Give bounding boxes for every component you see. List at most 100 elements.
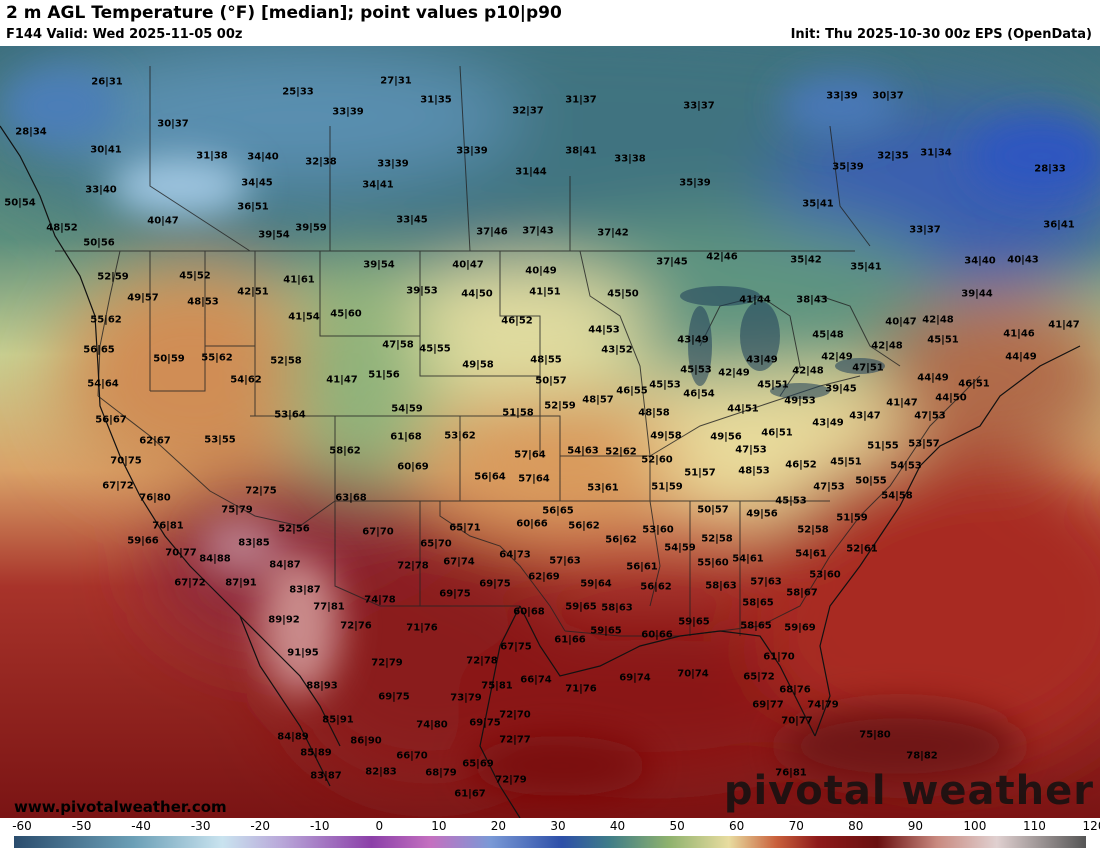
point-value: 61|68 [390,431,422,443]
point-value: 72|78 [466,655,498,667]
point-value: 44|49 [917,372,949,384]
point-value: 42|46 [706,251,738,263]
point-value: 56|65 [83,344,115,356]
point-value: 59|64 [580,578,612,590]
point-value: 54|58 [881,490,913,502]
point-value: 39|59 [295,222,327,234]
point-value: 33|37 [909,224,941,236]
point-value: 54|53 [890,460,922,472]
point-value: 62|69 [528,571,560,583]
point-value: 49|56 [710,431,742,443]
colorbar-tick: 80 [848,819,864,833]
point-value: 51|56 [368,369,400,381]
point-value: 52|60 [641,454,673,466]
point-value: 44|50 [461,288,493,300]
point-value: 56|62 [605,534,637,546]
point-value: 58|65 [742,597,774,609]
point-value: 51|55 [867,440,899,452]
point-value: 54|61 [732,553,764,565]
point-value: 52|62 [605,446,637,458]
point-value: 46|52 [785,459,817,471]
colorbar-tick: 110 [1022,819,1046,833]
point-value: 60|69 [397,461,429,473]
temperature-map[interactable]: 26|31 25|33 27|31 31|35 32|37 31|37 33|37 33|39… [0,46,1100,818]
point-value: 42|49 [718,367,750,379]
point-value: 91|95 [287,647,319,659]
point-value: 82|83 [365,766,397,778]
point-value: 42|49 [821,351,853,363]
point-value: 42|48 [922,314,954,326]
point-value: 47|53 [914,410,946,422]
point-value: 34|40 [964,255,996,267]
point-value: 31|38 [196,150,228,162]
point-value: 49|56 [746,508,778,520]
point-value: 58|63 [601,602,633,614]
point-value: 66|74 [520,674,552,686]
point-value: 33|39 [456,145,488,157]
point-value: 32|37 [512,105,544,117]
point-value: 50|59 [153,353,185,365]
point-value: 53|60 [809,569,841,581]
point-value: 47|53 [735,444,767,456]
point-value: 50|54 [4,197,36,209]
point-value: 27|31 [380,75,412,87]
point-value: 68|79 [425,767,457,779]
point-value: 34|41 [362,179,394,191]
point-value: 33|45 [396,214,428,226]
point-value: 43|52 [601,344,633,356]
point-value: 44|49 [1005,351,1037,363]
point-value: 55|60 [697,557,729,569]
point-value: 38|41 [565,145,597,157]
point-value: 43|47 [849,410,881,422]
point-value: 60|66 [516,518,548,530]
point-value: 53|61 [587,482,619,494]
point-value: 37|46 [476,226,508,238]
colorbar: -60 -50 -40 -30 -20 -10 0 10 20 30 40 50 60 70 80 90 100… [0,818,1100,850]
point-value: 32|38 [305,156,337,168]
point-value: 57|64 [514,449,546,461]
website-url: www.pivotalweather.com [14,798,227,816]
point-value: 25|33 [282,86,314,98]
point-value: 74|79 [807,699,839,711]
point-value: 58|67 [786,587,818,599]
point-value: 48|55 [530,354,562,366]
point-value: 84|88 [199,553,231,565]
point-value: 41|46 [1003,328,1035,340]
colorbar-tick: 120 [1082,819,1100,833]
colorbar-tick: 60 [729,819,745,833]
point-value: 59|65 [590,625,622,637]
point-value: 56|61 [626,561,658,573]
init-time: Init: Thu 2025-10-30 00z EPS (OpenData) [790,27,1092,42]
point-value: 70|75 [110,455,142,467]
point-value: 33|38 [614,153,646,165]
colorbar-tick: 20 [490,819,507,833]
point-value: 54|64 [87,378,119,390]
point-value: 37|43 [522,225,554,237]
point-value: 67|72 [174,577,206,589]
colorbar-tick: 90 [907,819,923,833]
colorbar-tick: 100 [963,819,987,833]
point-value: 54|62 [230,374,262,386]
point-value: 83|87 [310,770,342,782]
point-value: 71|76 [406,622,438,634]
point-value: 76|80 [139,492,171,504]
point-value: 69|75 [469,717,501,729]
point-value: 84|87 [269,559,301,571]
point-value: 55|62 [201,352,233,364]
point-value: 50|57 [697,504,729,516]
point-value: 48|58 [638,407,670,419]
point-value: 45|52 [179,270,211,282]
point-value: 45|51 [927,334,959,346]
point-value: 59|66 [127,535,159,547]
point-value: 69|75 [378,691,410,703]
point-value: 73|79 [450,692,482,704]
point-value: 72|76 [340,620,372,632]
point-value: 60|68 [513,606,545,618]
point-value: 86|90 [350,735,382,747]
colorbar-tick: -40 [131,819,151,833]
point-value: 74|80 [416,719,448,731]
point-value: 46|52 [501,315,533,327]
point-value: 48|53 [738,465,770,477]
point-value: 45|60 [330,308,362,320]
point-value: 50|57 [535,375,567,387]
